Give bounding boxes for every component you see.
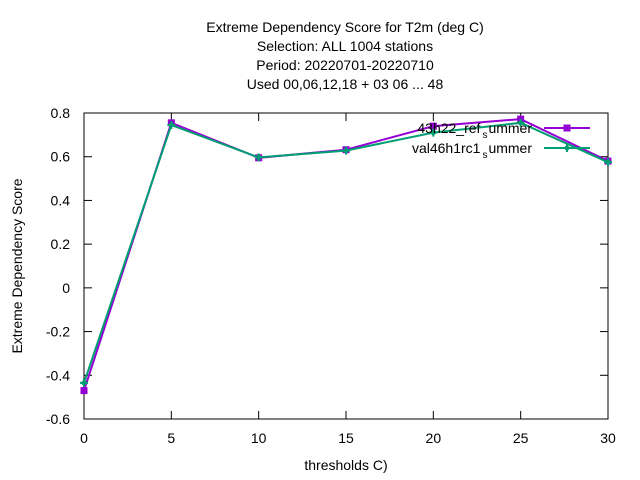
y-tick-label: 0.2 (51, 236, 71, 252)
y-tick-label: 0.6 (51, 149, 71, 165)
data-point-center (518, 120, 524, 126)
x-tick-label: 15 (338, 430, 354, 446)
data-point-center (168, 122, 174, 128)
series-line (83, 118, 609, 391)
y-axis-label: Extreme Dependency Score (9, 178, 25, 353)
x-tick-label: 5 (167, 430, 175, 446)
y-tick-label: -0.2 (46, 324, 70, 340)
chart-title: Extreme Dependency Score for T2m (deg C)… (206, 19, 484, 92)
data-point-center (430, 130, 436, 136)
x-axis-label: thresholds C) (304, 457, 387, 473)
legend-label: val46h1rc1 summer (412, 140, 532, 161)
data-point (80, 387, 88, 395)
x-tick-label: 20 (426, 430, 442, 446)
data-point-center (256, 154, 262, 160)
series-val46h1rc1 (80, 118, 612, 387)
title-line: Period: 20220701-20220710 (256, 57, 434, 73)
x-tick-label: 25 (513, 430, 529, 446)
y-axis: -0.6 -0.4 -0.2 0 0.2 0.4 0.6 0.8 (46, 105, 608, 427)
y-tick-label: -0.6 (46, 411, 70, 427)
data-point (429, 122, 437, 130)
y-tick-label: -0.4 (46, 367, 70, 383)
series-group (80, 115, 612, 395)
legend-item: 43h22_ref summer (417, 120, 590, 141)
title-line: Extreme Dependency Score for T2m (deg C) (206, 19, 484, 35)
x-axis: 0 5 10 15 20 25 30 (80, 113, 616, 446)
data-point-center (81, 380, 87, 386)
legend-item: val46h1rc1 summer (412, 140, 590, 161)
data-point-center (605, 159, 611, 165)
data-point-center (564, 145, 570, 151)
legend-label: 43h22_ref summer (417, 120, 532, 141)
x-tick-label: 10 (251, 430, 267, 446)
title-line: Used 00,06,12,18 + 03 06 ... 48 (247, 76, 444, 92)
y-tick-label: 0.8 (51, 105, 71, 121)
title-line: Selection: ALL 1004 stations (257, 38, 433, 54)
plot-frame (83, 112, 609, 420)
y-tick-label: 0.4 (51, 192, 71, 208)
series-line (83, 121, 609, 384)
x-tick-label: 0 (80, 430, 88, 446)
x-tick-label: 30 (600, 430, 616, 446)
y-tick-label: 0 (62, 280, 70, 296)
data-point-center (343, 148, 349, 154)
data-point (563, 124, 571, 132)
